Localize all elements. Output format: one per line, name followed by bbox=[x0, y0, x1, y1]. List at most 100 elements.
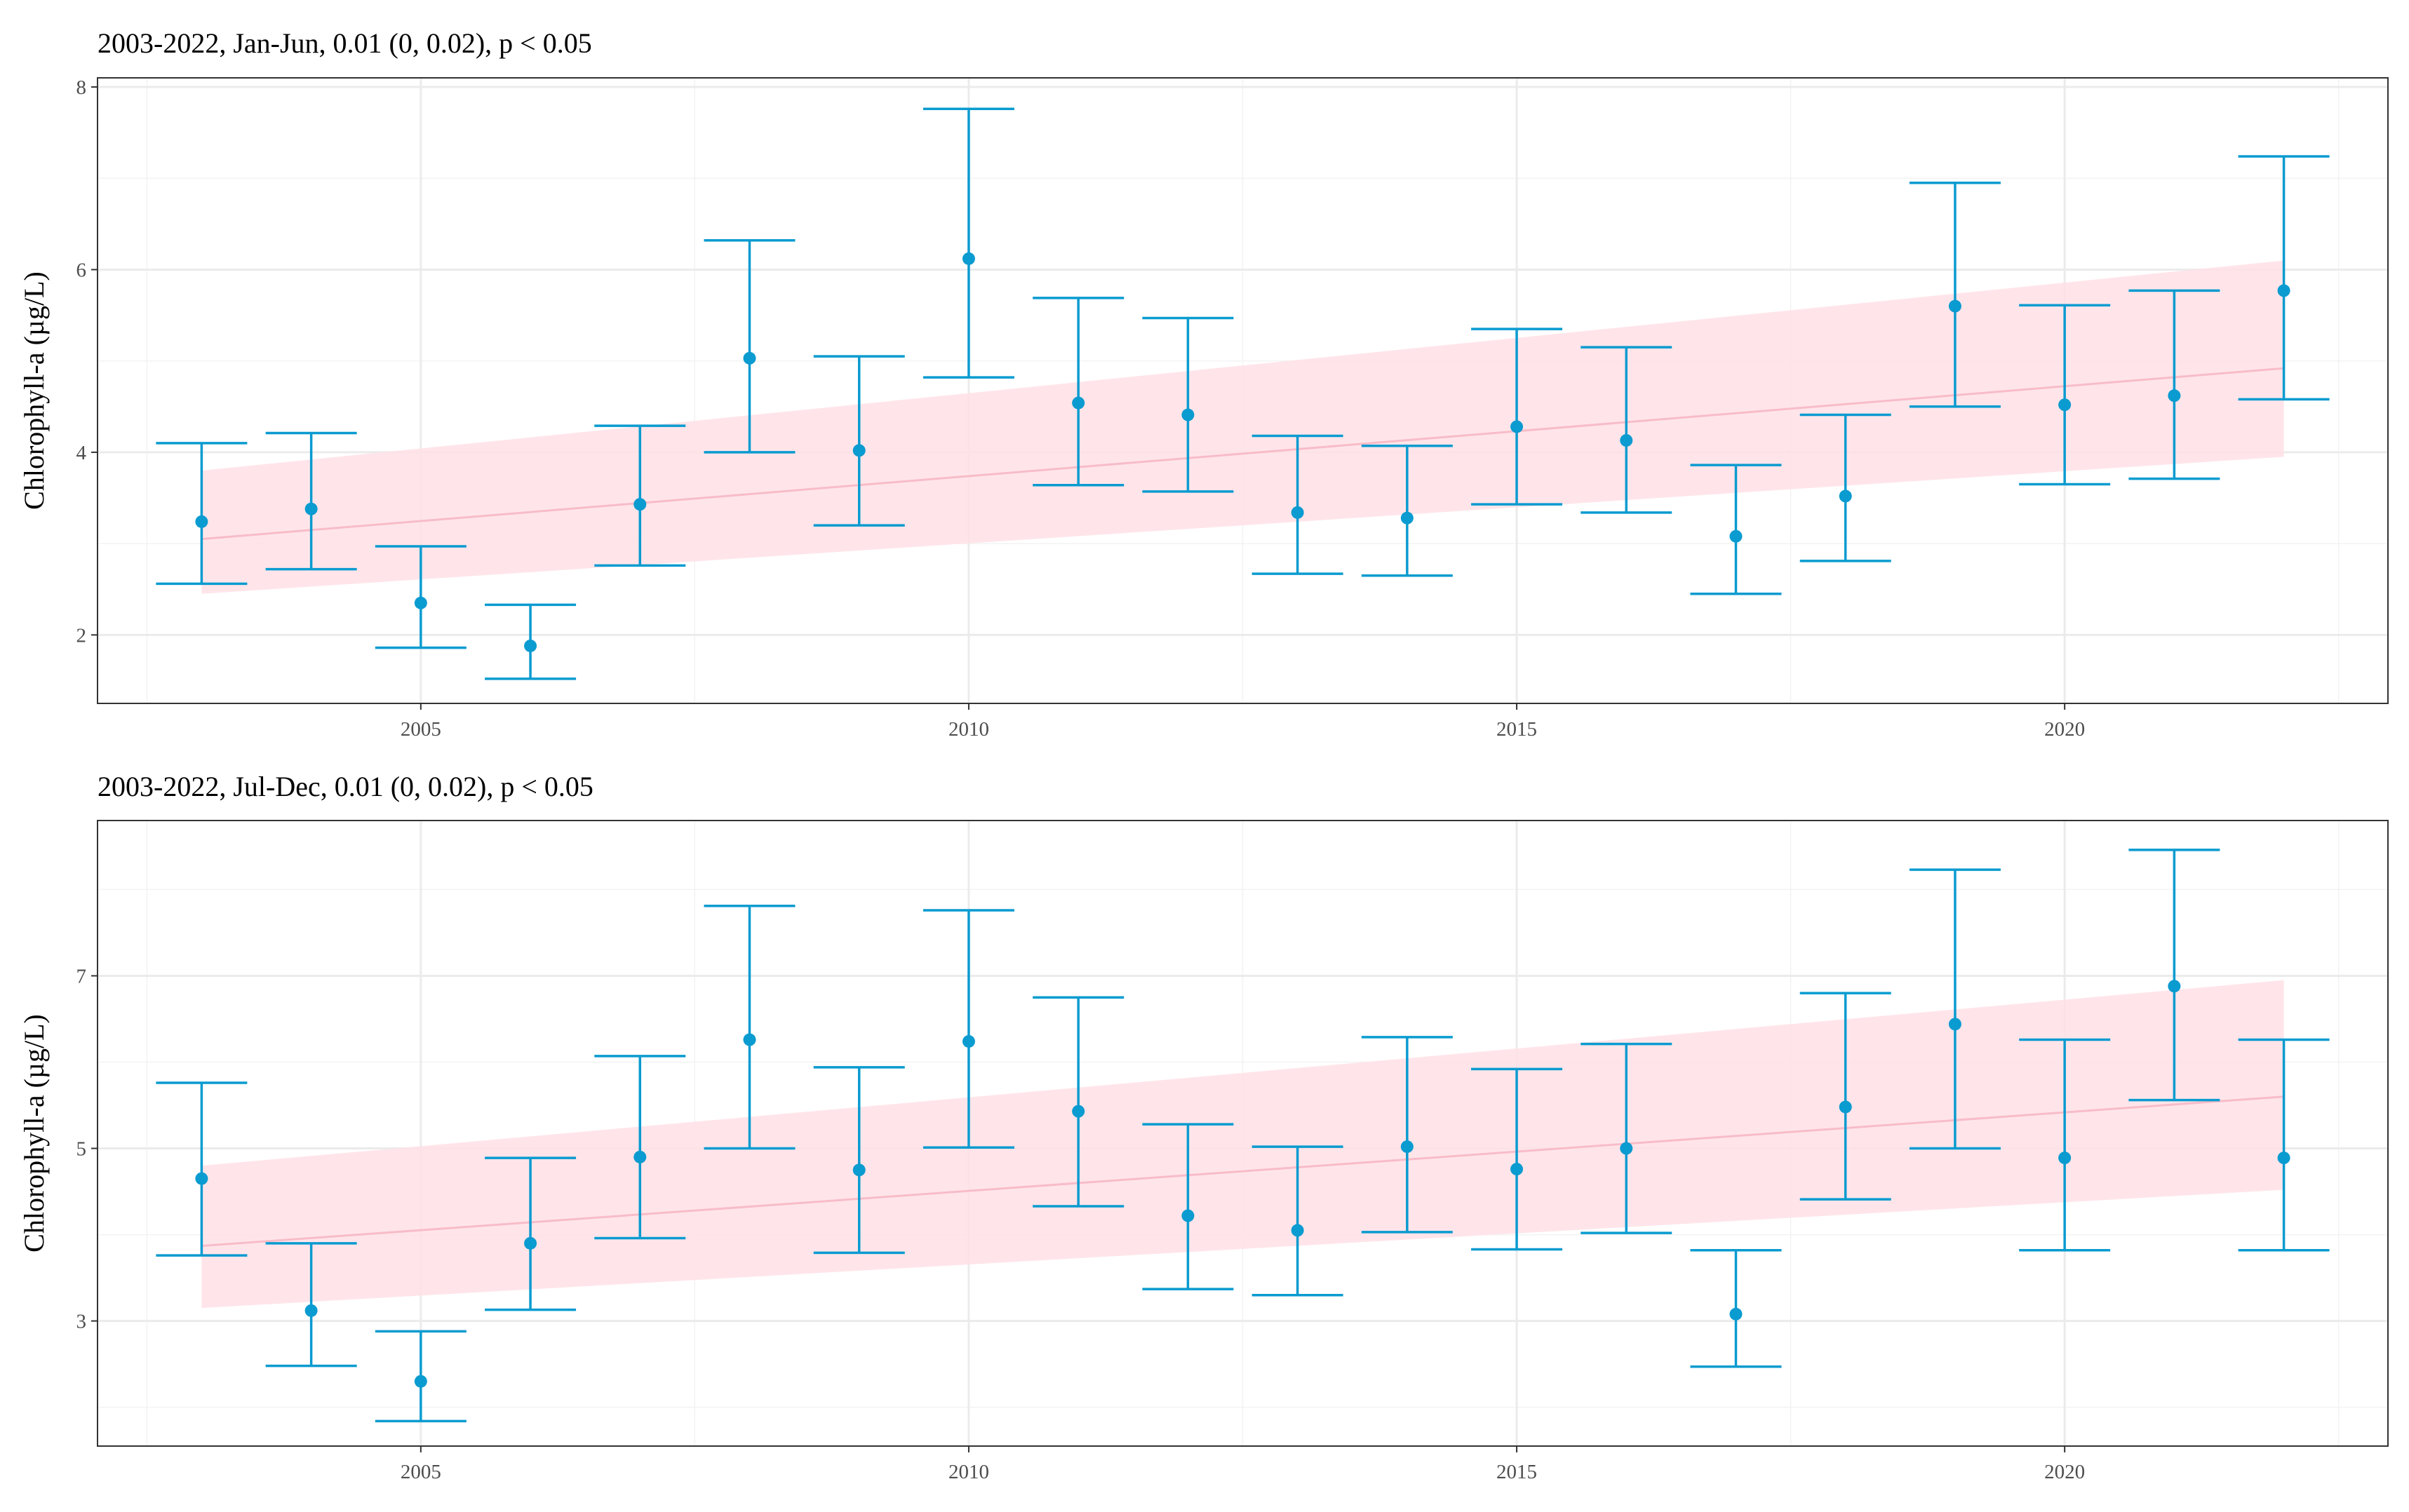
errorbar-2013 bbox=[1252, 434, 1343, 575]
trend-line bbox=[201, 1095, 2284, 1248]
chart-panel-1: 2005 2010 2015 2020 2 4 6 8 2003-2022, Jan-Jun, … bbox=[18, 27, 2389, 741]
y-axis-label: Chlorophyll-a (µg/L) bbox=[18, 271, 50, 510]
x-tick-label: 2010 bbox=[948, 718, 989, 741]
errorbar-2003 bbox=[156, 442, 248, 586]
data-point-2007 bbox=[633, 498, 647, 511]
y-tick-label: 6 bbox=[76, 259, 87, 281]
errorbar-2007 bbox=[594, 1055, 686, 1240]
errorbar-2016 bbox=[1581, 1042, 1672, 1234]
trend-confidence-band bbox=[201, 260, 2284, 594]
errorbar-2010 bbox=[922, 909, 1014, 1149]
data-point-2010 bbox=[962, 252, 975, 265]
errorbar-2022 bbox=[2238, 1038, 2330, 1252]
errorbar-2007 bbox=[594, 424, 686, 567]
data-point-2005 bbox=[414, 596, 427, 609]
data-point-2016 bbox=[1620, 1142, 1633, 1155]
data-point-2004 bbox=[304, 1304, 318, 1317]
errorbar-2009 bbox=[813, 355, 905, 527]
x-tick-label: 2020 bbox=[2044, 1461, 2085, 1483]
panel-frame bbox=[97, 77, 2389, 704]
errorbar-2017 bbox=[1690, 464, 1782, 595]
errorbar-2015 bbox=[1471, 328, 1563, 506]
errorbar-2011 bbox=[1033, 297, 1125, 487]
data-point-2013 bbox=[1291, 1224, 1304, 1237]
data-point-2020 bbox=[2058, 1152, 2072, 1165]
y-tick-label: 7 bbox=[76, 965, 87, 987]
trend-confidence-band bbox=[201, 980, 2284, 1309]
chart-title: 2003-2022, Jan-Jun, 0.01 (0, 0.02), p < … bbox=[98, 27, 592, 59]
data-point-2007 bbox=[633, 1150, 647, 1163]
y-tick-label: 4 bbox=[76, 442, 87, 464]
data-point-2018 bbox=[1839, 490, 1852, 503]
errorbar-2006 bbox=[485, 1156, 577, 1311]
data-point-2006 bbox=[524, 1236, 537, 1250]
data-point-2017 bbox=[1729, 1307, 1743, 1321]
y-tick-label: 2 bbox=[76, 624, 87, 647]
data-point-2012 bbox=[1181, 408, 1195, 421]
errorbar-2018 bbox=[1799, 413, 1891, 562]
x-tick-label: 2010 bbox=[948, 1461, 989, 1483]
x-tick-label: 2015 bbox=[1496, 1461, 1537, 1483]
trend-line bbox=[201, 367, 2284, 541]
data-point-2008 bbox=[743, 351, 756, 365]
data-point-2008 bbox=[743, 1033, 756, 1046]
x-tick-label: 2005 bbox=[401, 718, 441, 741]
data-point-2022 bbox=[2277, 1152, 2290, 1165]
errorbar-2012 bbox=[1142, 1123, 1234, 1290]
data-point-2014 bbox=[1400, 1140, 1414, 1154]
errorbar-2021 bbox=[2128, 289, 2220, 480]
errorbar-2014 bbox=[1361, 445, 1453, 577]
data-point-2009 bbox=[852, 1163, 866, 1177]
errorbar-2008 bbox=[704, 239, 796, 454]
chart-title: 2003-2022, Jul-Dec, 0.01 (0, 0.02), p < … bbox=[98, 771, 593, 802]
errorbar-2004 bbox=[265, 431, 357, 571]
errorbar-2003 bbox=[156, 1081, 248, 1257]
data-point-2012 bbox=[1181, 1209, 1195, 1222]
data-point-2022 bbox=[2277, 284, 2290, 297]
y-tick-label: 5 bbox=[76, 1138, 87, 1161]
errorbar-2009 bbox=[813, 1066, 905, 1255]
data-point-2003 bbox=[195, 515, 208, 528]
errorbar-2019 bbox=[1909, 182, 2001, 408]
data-point-2004 bbox=[304, 502, 318, 515]
data-point-2021 bbox=[2168, 980, 2181, 993]
data-point-2015 bbox=[1510, 1163, 1524, 1176]
errorbar-2014 bbox=[1361, 1036, 1453, 1234]
data-point-2013 bbox=[1291, 506, 1304, 519]
data-point-2019 bbox=[1948, 1018, 1961, 1031]
errorbar-2010 bbox=[922, 107, 1014, 379]
data-point-2011 bbox=[1072, 396, 1085, 410]
y-axis-label: Chlorophyll-a (µg/L) bbox=[18, 1014, 50, 1253]
y-tick-label: 8 bbox=[76, 76, 87, 99]
errorbar-2015 bbox=[1471, 1067, 1563, 1251]
data-point-2009 bbox=[852, 444, 866, 457]
errorbar-2013 bbox=[1252, 1145, 1343, 1297]
errorbar-2021 bbox=[2128, 849, 2220, 1102]
data-point-2018 bbox=[1839, 1100, 1852, 1114]
data-point-2020 bbox=[2058, 398, 2072, 412]
errorbar-2012 bbox=[1142, 316, 1234, 493]
chart-panel-2: 2005 2010 2015 2020 3 5 7 2003-2022, Jul-Dec, 0… bbox=[18, 771, 2389, 1483]
data-point-2015 bbox=[1510, 420, 1524, 433]
errorbar-2020 bbox=[2019, 304, 2111, 486]
x-tick-label: 2020 bbox=[2044, 718, 2085, 741]
data-point-2003 bbox=[195, 1172, 208, 1185]
data-point-2006 bbox=[524, 639, 537, 652]
x-tick-label: 2015 bbox=[1496, 718, 1537, 741]
data-point-2010 bbox=[962, 1034, 975, 1048]
data-point-2019 bbox=[1948, 299, 1961, 313]
errorbar-2011 bbox=[1033, 996, 1125, 1208]
errorbar-2018 bbox=[1799, 992, 1891, 1201]
y-tick-label: 3 bbox=[76, 1311, 87, 1333]
data-point-2011 bbox=[1072, 1105, 1085, 1118]
data-point-2021 bbox=[2168, 389, 2181, 403]
errorbar-2019 bbox=[1909, 868, 2001, 1150]
data-point-2005 bbox=[414, 1375, 427, 1388]
x-tick-label: 2005 bbox=[401, 1461, 441, 1483]
errorbar-2016 bbox=[1581, 346, 1672, 514]
errorbar-2020 bbox=[2019, 1038, 2111, 1252]
panel-frame bbox=[97, 820, 2389, 1447]
data-point-2014 bbox=[1400, 511, 1414, 525]
errorbar-2008 bbox=[704, 905, 796, 1150]
